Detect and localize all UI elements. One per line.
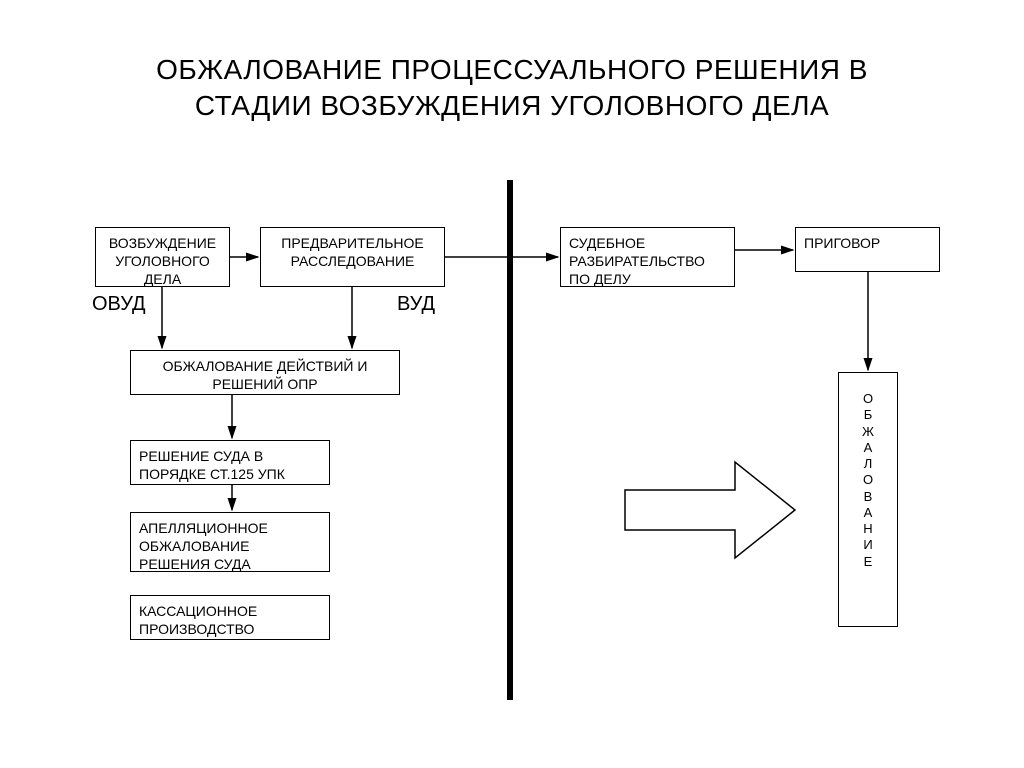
label-vud: ВУД (397, 293, 435, 316)
big-arrow-icon (625, 462, 795, 558)
node-vozbuzhdenie: ВОЗБУЖДЕНИЕ УГОЛОВНОГО ДЕЛА (95, 227, 230, 287)
node-reshenie-suda: РЕШЕНИЕ СУДА В ПОРЯДКЕ СТ.125 УПК (130, 440, 330, 485)
node-apellyatsionnoe: АПЕЛЛЯЦИОННОЕ ОБЖАЛОВАНИЕ РЕШЕНИЯ СУДА (130, 512, 330, 572)
node-obzhalovanie-vertical: ОБЖАЛОВАНИЕ (838, 372, 898, 627)
page-title-line1: ОБЖАЛОВАНИЕ ПРОЦЕССУАЛЬНОГО РЕШЕНИЯ В (0, 52, 1024, 87)
node-obzhalovanie-opr: ОБЖАЛОВАНИЕ ДЕЙСТВИЙ И РЕШЕНИЙ ОПР (130, 350, 400, 395)
node-prigovor: ПРИГОВОР (795, 227, 940, 272)
flowchart-canvas: ОБЖАЛОВАНИЕ ПРОЦЕССУАЛЬНОГО РЕШЕНИЯ В СТ… (0, 0, 1024, 768)
node-sudebnoe: СУДЕБНОЕ РАЗБИРАТЕЛЬСТВО ПО ДЕЛУ (560, 227, 735, 287)
node-kassatsionnoe: КАССАЦИОННОЕ ПРОИЗВОДСТВО (130, 595, 330, 640)
label-ovud: ОВУД (92, 293, 146, 316)
page-title-line2: СТАДИИ ВОЗБУЖДЕНИЯ УГОЛОВНОГО ДЕЛА (0, 88, 1024, 123)
node-predvaritelnoe: ПРЕДВАРИТЕЛЬНОЕ РАССЛЕДОВАНИЕ (260, 227, 445, 287)
